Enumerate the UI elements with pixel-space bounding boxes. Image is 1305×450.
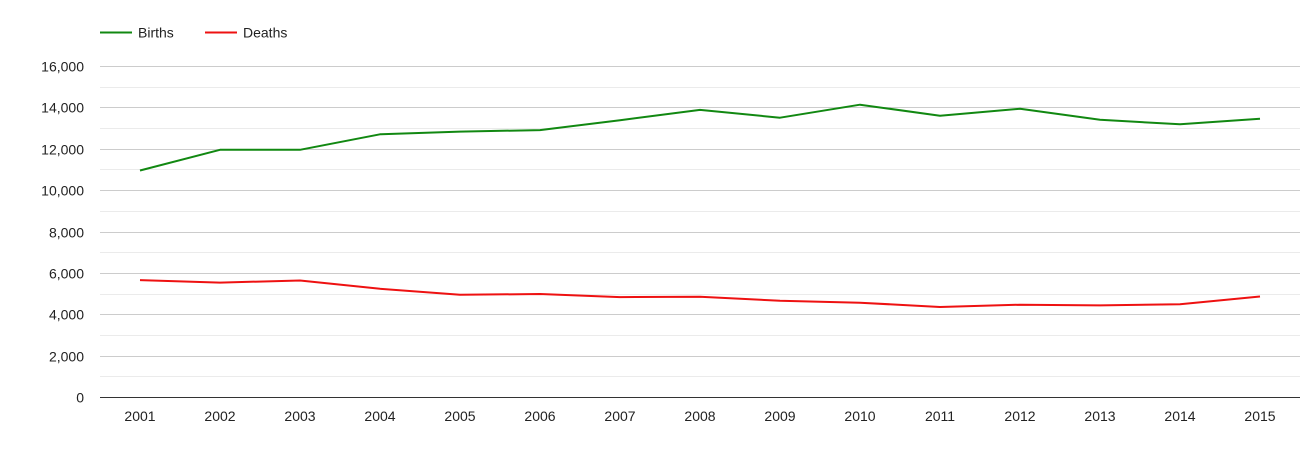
x-tick-label: 2014: [1164, 408, 1195, 424]
x-tick-label: 2015: [1244, 408, 1275, 424]
x-tick-label: 2013: [1084, 408, 1115, 424]
y-tick-label: 8,000: [49, 225, 84, 241]
y-tick-label: 14,000: [41, 100, 84, 116]
series-line-deaths: [139, 279, 1261, 308]
x-tick-label: 2008: [684, 408, 715, 424]
x-tick-label: 2007: [604, 408, 635, 424]
x-tick-label: 2012: [1004, 408, 1035, 424]
grid-lines: [100, 66, 1300, 377]
x-tick-label: 2002: [204, 408, 235, 424]
y-tick-label: 2,000: [49, 349, 84, 365]
series-lines: [139, 103, 1261, 308]
x-tick-label: 2009: [764, 408, 795, 424]
x-tick-label: 2001: [124, 408, 155, 424]
y-tick-label: 12,000: [41, 142, 84, 158]
legend-label-births: Births: [138, 25, 174, 41]
x-tick-label: 2006: [524, 408, 555, 424]
x-tick-label: 2004: [364, 408, 395, 424]
x-tick-label: 2003: [284, 408, 315, 424]
series-line-births: [139, 103, 1261, 172]
y-tick-label: 4,000: [49, 307, 84, 323]
legend: Births Deaths: [100, 25, 287, 41]
y-tick-label: 10,000: [41, 183, 84, 199]
y-axis-tick-labels: 0 2,000 4,000 6,000 8,000 10,000 12,000 14,000 1…: [41, 59, 84, 406]
x-tick-label: 2010: [844, 408, 875, 424]
y-tick-label: 6,000: [49, 266, 84, 282]
legend-label-deaths: Deaths: [243, 25, 287, 41]
x-tick-label: 2005: [444, 408, 475, 424]
y-tick-label: 16,000: [41, 59, 84, 75]
y-tick-label: 0: [76, 390, 84, 406]
x-axis-tick-labels: 2001 2002 2003 2004 2005 2006 2007 2008 2009 2010…: [124, 408, 1275, 424]
x-tick-label: 2011: [925, 408, 955, 424]
